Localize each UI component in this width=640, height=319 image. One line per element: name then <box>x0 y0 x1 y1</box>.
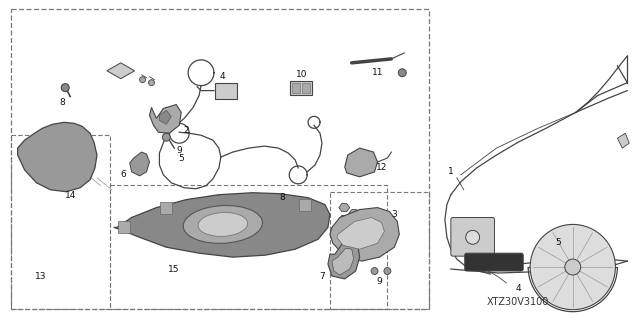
Ellipse shape <box>198 212 248 236</box>
Circle shape <box>398 69 406 77</box>
Circle shape <box>565 259 580 275</box>
Bar <box>11 135 110 309</box>
Text: 14: 14 <box>65 191 76 200</box>
Bar <box>215 83 237 99</box>
Text: 11: 11 <box>372 68 383 77</box>
Bar <box>291 81 312 94</box>
Circle shape <box>284 201 292 209</box>
Polygon shape <box>130 152 150 176</box>
Polygon shape <box>114 193 330 257</box>
Polygon shape <box>345 148 378 177</box>
FancyBboxPatch shape <box>465 253 524 271</box>
Polygon shape <box>618 133 629 148</box>
Bar <box>118 221 130 234</box>
Polygon shape <box>349 210 360 218</box>
Text: 8: 8 <box>60 98 65 107</box>
Circle shape <box>530 225 616 310</box>
Circle shape <box>61 84 69 92</box>
Bar <box>302 83 310 93</box>
Text: 2: 2 <box>184 126 189 135</box>
Bar <box>292 83 300 93</box>
Bar <box>161 202 172 213</box>
FancyBboxPatch shape <box>451 218 495 256</box>
Polygon shape <box>150 105 181 133</box>
Circle shape <box>384 268 391 274</box>
Polygon shape <box>328 239 360 279</box>
Polygon shape <box>339 204 349 211</box>
Text: 5: 5 <box>179 153 184 162</box>
Circle shape <box>140 77 145 83</box>
Circle shape <box>163 133 170 141</box>
Circle shape <box>371 268 378 274</box>
Polygon shape <box>107 63 134 79</box>
Bar <box>110 185 387 309</box>
Text: 9: 9 <box>376 278 382 286</box>
Polygon shape <box>18 122 97 192</box>
Text: 6: 6 <box>121 170 127 179</box>
Text: 1: 1 <box>448 167 454 176</box>
Circle shape <box>466 230 479 244</box>
Bar <box>299 199 311 211</box>
Polygon shape <box>339 216 349 223</box>
Text: 4: 4 <box>515 284 521 293</box>
Polygon shape <box>330 208 399 261</box>
Polygon shape <box>332 248 354 275</box>
Bar <box>330 192 429 309</box>
Text: 4: 4 <box>220 72 226 81</box>
Bar <box>11 9 429 309</box>
Text: 5: 5 <box>555 238 561 247</box>
Text: 13: 13 <box>35 272 46 281</box>
Text: 8: 8 <box>280 193 285 202</box>
Text: 15: 15 <box>168 264 179 273</box>
Text: 7: 7 <box>319 272 325 281</box>
Text: XTZ30V3100: XTZ30V3100 <box>487 297 550 307</box>
Ellipse shape <box>183 205 262 243</box>
Polygon shape <box>159 110 172 124</box>
Text: 9: 9 <box>177 145 182 155</box>
Text: 10: 10 <box>296 70 308 79</box>
Circle shape <box>148 80 154 85</box>
Text: 3: 3 <box>392 210 397 219</box>
Text: 12: 12 <box>376 163 387 173</box>
Polygon shape <box>337 218 385 249</box>
